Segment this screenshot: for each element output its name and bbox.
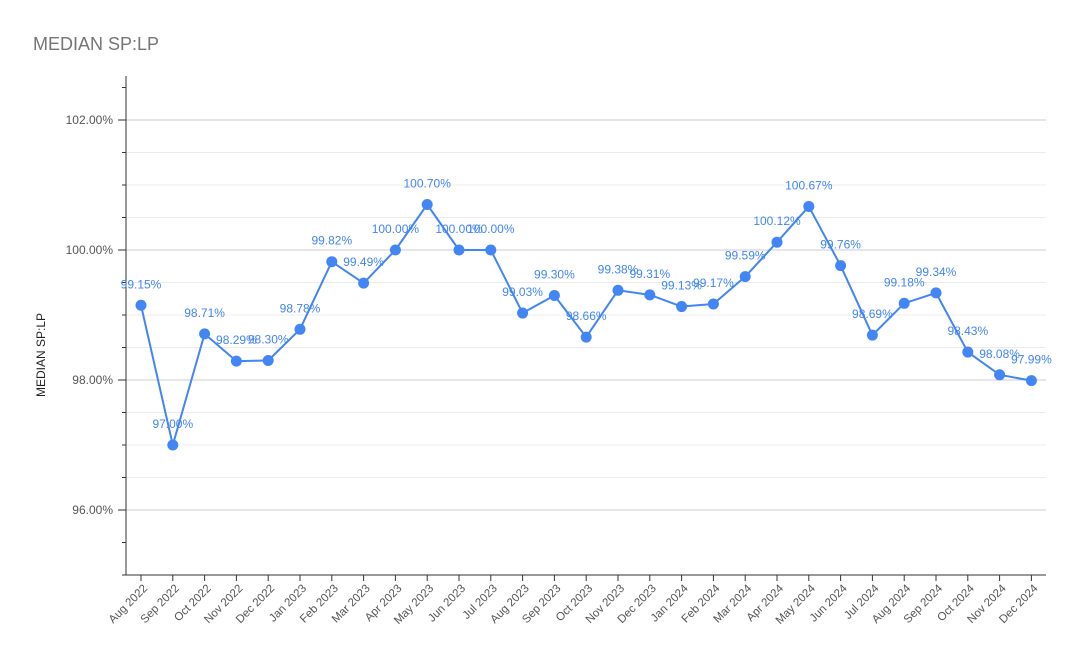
data-point (262, 355, 274, 366)
data-point (898, 297, 910, 309)
data-point (421, 199, 433, 210)
data-label: 99.18% (884, 275, 925, 289)
y-axis-label: MEDIAN SP:LP (34, 313, 48, 397)
data-label: 99.17% (693, 276, 734, 290)
gridlines (126, 119, 1046, 511)
data-point (676, 301, 688, 313)
data-label: 99.30% (534, 268, 575, 282)
data-point (1025, 375, 1037, 387)
data-point (803, 200, 815, 212)
data-label: 98.08% (979, 347, 1020, 361)
data-label: 97.99% (1011, 353, 1052, 367)
data-point (453, 244, 465, 256)
data-label: 99.13% (661, 279, 702, 293)
series-polyline (140, 203, 1032, 446)
data-label: 99.76% (820, 238, 861, 252)
data-point (199, 328, 211, 340)
y-tick-label: 100.00% (66, 243, 114, 257)
data-point (930, 287, 942, 299)
data-point (644, 289, 656, 301)
data-label: 100.67% (785, 178, 833, 192)
data-point (326, 256, 338, 268)
data-label: 99.59% (725, 249, 766, 263)
data-point (135, 299, 147, 311)
data-label: 98.69% (852, 307, 893, 321)
data-label: 100.00% (435, 222, 483, 236)
data-point (771, 236, 783, 248)
data-point (548, 290, 560, 301)
data-label: 100.00% (372, 222, 420, 236)
data-label: 99.03% (502, 285, 543, 299)
data-point (167, 439, 179, 451)
data-label: 98.30% (248, 333, 289, 347)
axes (118, 76, 1046, 581)
data-point (994, 369, 1006, 381)
data-label: 99.34% (916, 265, 957, 279)
data-label: 97.00% (152, 417, 193, 431)
data-label: 98.43% (947, 324, 988, 338)
data-point (230, 355, 242, 367)
data-point (739, 271, 751, 283)
data-point (612, 284, 624, 296)
data-labels: 99.15% 97.00% 98.71% 98.29%98.30% 98.78% 99.8… (121, 177, 1052, 432)
data-point (835, 260, 847, 272)
data-label: 98.29% (216, 333, 257, 347)
y-tick-label: 96.00% (72, 503, 113, 517)
y-tick-label: 102.00% (66, 113, 114, 127)
data-point (485, 244, 497, 256)
y-tick-labels: 96.00% 98.00% 100.00% 102.00% (66, 113, 114, 517)
data-label: 99.15% (121, 277, 162, 291)
data-label: 99.38% (598, 262, 639, 276)
data-label: 98.66% (566, 309, 607, 323)
data-point (866, 329, 878, 341)
data-point (294, 323, 306, 335)
data-label: 99.31% (629, 267, 670, 281)
data-label: 98.71% (184, 306, 225, 320)
chart-title: MEDIAN SP:LP (33, 34, 160, 54)
data-label: 100.70% (404, 177, 452, 191)
y-tick-label: 98.00% (72, 373, 113, 387)
data-point (389, 244, 401, 256)
data-label: 99.82% (311, 234, 352, 248)
data-point (517, 307, 529, 319)
data-points (135, 199, 1037, 451)
data-label: 99.49% (343, 255, 384, 269)
data-point (962, 346, 974, 358)
data-point (580, 331, 592, 343)
series-line (140, 203, 1032, 446)
data-label: 98.78% (280, 301, 321, 315)
data-label: 100.12% (753, 214, 801, 228)
data-point (358, 277, 370, 289)
data-label: 100.00% (467, 222, 515, 236)
data-point (707, 298, 719, 310)
